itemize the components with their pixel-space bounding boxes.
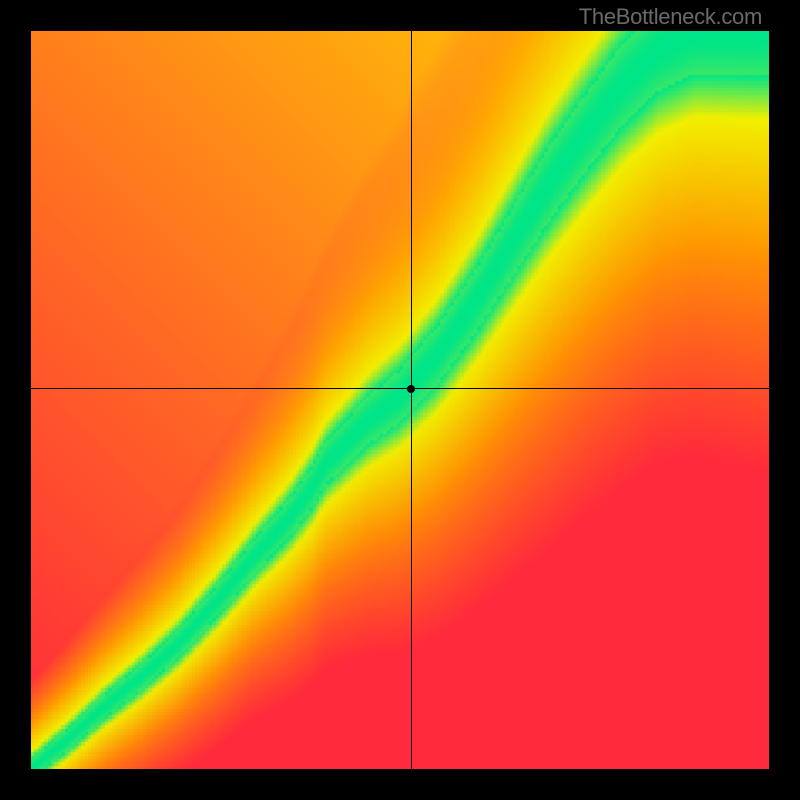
crosshair-vertical — [411, 31, 412, 769]
heatmap-plot — [31, 31, 769, 769]
watermark-text: TheBottleneck.com — [579, 4, 762, 30]
crosshair-point — [407, 385, 415, 393]
heatmap-canvas — [31, 31, 769, 769]
crosshair-horizontal — [31, 388, 769, 389]
